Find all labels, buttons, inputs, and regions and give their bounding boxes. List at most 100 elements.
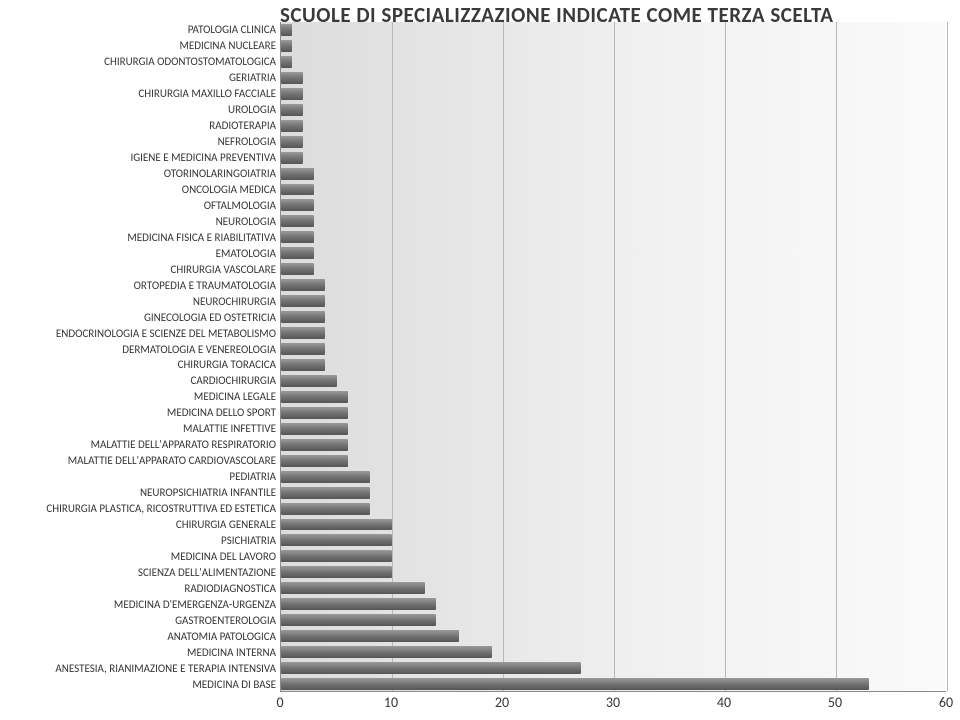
x-axis-label: 40 (717, 694, 731, 711)
bar (281, 375, 337, 387)
y-axis-label: CARDIOCHIRURGIA (191, 375, 277, 386)
bar (281, 295, 325, 307)
y-axis-label: UROLOGIA (228, 104, 276, 115)
bar (281, 598, 436, 610)
y-axis-label: RADIODIAGNOSTICA (184, 583, 276, 594)
bar-row (281, 517, 946, 533)
bar (281, 534, 392, 546)
bar-row (281, 277, 946, 293)
y-axis-label: CHIRURGIA GENERALE (176, 519, 276, 530)
bar (281, 487, 370, 499)
bar-row (281, 197, 946, 213)
bar (281, 311, 325, 323)
bar (281, 646, 492, 658)
bar (281, 168, 314, 180)
bar (281, 630, 459, 642)
bar-row (281, 421, 946, 437)
bar-row (281, 453, 946, 469)
y-axis-label: MALATTIE DELL'APPARATO CARDIOVASCOLARE (68, 455, 276, 466)
x-axis-labels: 0102030405060 (280, 694, 946, 716)
bar (281, 566, 392, 578)
bar-row (281, 261, 946, 277)
bar-row (281, 70, 946, 86)
y-axis-label: MEDICINA INTERNA (187, 647, 276, 658)
bar-row (281, 564, 946, 580)
bar (281, 279, 325, 291)
bar-row (281, 102, 946, 118)
bar (281, 582, 425, 594)
bar (281, 423, 348, 435)
x-axis-label: 10 (384, 694, 398, 711)
bar-row (281, 548, 946, 564)
bar (281, 136, 303, 148)
bar (281, 662, 581, 674)
bar (281, 72, 303, 84)
bar (281, 359, 325, 371)
bar-row (281, 580, 946, 596)
y-axis-label: SCIENZA DELL'ALIMENTAZIONE (138, 567, 276, 578)
y-axis-label: OFTALMOLOGIA (204, 200, 276, 211)
bars-layer (281, 22, 946, 691)
bar (281, 247, 314, 259)
y-axis-label: CHIRURGIA VASCOLARE (171, 264, 276, 275)
bar-row (281, 213, 946, 229)
bar-row (281, 293, 946, 309)
bar (281, 152, 303, 164)
bar-row (281, 86, 946, 102)
bar (281, 471, 370, 483)
bar-row (281, 182, 946, 198)
y-axis-label: MALATTIE INFETTIVE (183, 423, 276, 434)
bar-row (281, 134, 946, 150)
y-axis-label: CHIRURGIA PLASTICA, RICOSTRUTTIVA ED EST… (46, 503, 276, 514)
y-axis-label: CHIRURGIA ODONTOSTOMATOLOGICA (104, 56, 276, 67)
y-axis-label: PSICHIATRIA (221, 535, 276, 546)
x-axis-label: 30 (606, 694, 620, 711)
y-axis-label: IGIENE E MEDICINA PREVENTIVA (130, 152, 276, 163)
bar (281, 263, 314, 275)
x-axis-label: 60 (939, 694, 953, 711)
bar (281, 614, 436, 626)
y-axis-label: MALATTIE DELL'APPARATO RESPIRATORIO (91, 439, 276, 450)
bar-row (281, 357, 946, 373)
bar (281, 88, 303, 100)
bar-row (281, 341, 946, 357)
bar-row (281, 437, 946, 453)
bar (281, 120, 303, 132)
y-axis-label: DERMATOLOGIA E VENEREOLOGIA (122, 344, 276, 355)
y-axis-label: EMATOLOGIA (216, 248, 276, 259)
x-axis-label: 50 (828, 694, 842, 711)
bar-row (281, 660, 946, 676)
y-axis-label: MEDICINA FISICA E RIABILITATIVA (127, 232, 276, 243)
bar-row (281, 389, 946, 405)
bar-row (281, 373, 946, 389)
y-axis-label: MEDICINA LEGALE (194, 391, 276, 402)
bar (281, 104, 303, 116)
bar-row (281, 676, 946, 692)
bar (281, 391, 348, 403)
plot-area (280, 22, 946, 692)
bar-row (281, 485, 946, 501)
bar-row (281, 325, 946, 341)
bar (281, 327, 325, 339)
chart-container: SCUOLE DI SPECIALIZZAZIONE INDICATE COME… (0, 0, 960, 720)
y-axis-label: NEUROLOGIA (216, 216, 276, 227)
bar-row (281, 22, 946, 38)
bar (281, 184, 314, 196)
x-axis-label: 0 (276, 694, 283, 711)
y-axis-label: MEDICINA DELLO SPORT (167, 407, 276, 418)
gridline (947, 22, 948, 691)
bar-row (281, 229, 946, 245)
y-axis-label: MEDICINA D'EMERGENZA-URGENZA (114, 599, 276, 610)
bar-row (281, 118, 946, 134)
y-axis-label: ORTOPEDIA E TRAUMATOLOGIA (134, 280, 276, 291)
y-axis-label: OTORINOLARINGOIATRIA (164, 168, 276, 179)
bar-row (281, 469, 946, 485)
y-axis-label: CHIRURGIA TORACICA (178, 359, 276, 370)
y-axis-label: NEUROPSICHIATRIA INFANTILE (140, 487, 276, 498)
bar (281, 439, 348, 451)
y-axis-label: MEDICINA DI BASE (192, 679, 276, 690)
y-axis-label: NEFROLOGIA (218, 136, 276, 147)
bar (281, 455, 348, 467)
bar-row (281, 501, 946, 517)
y-axis-label: ANESTESIA, RIANIMAZIONE E TERAPIA INTENS… (55, 663, 276, 674)
